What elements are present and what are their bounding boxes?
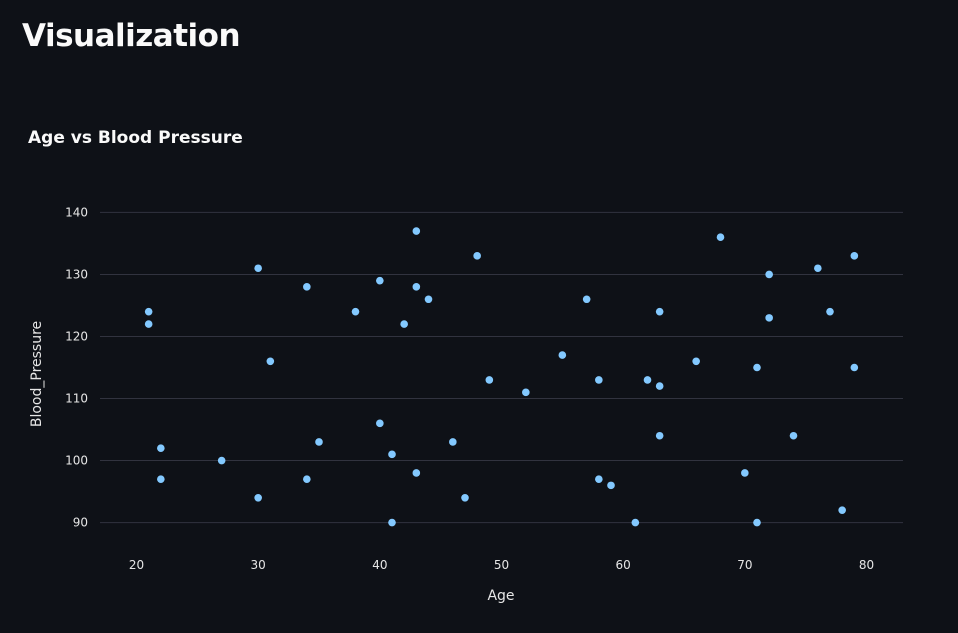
data-point[interactable]	[643, 376, 652, 384]
data-point[interactable]	[753, 518, 761, 527]
y-tick-label: 100	[65, 454, 88, 468]
x-tick-label: 80	[859, 558, 874, 572]
data-point[interactable]	[655, 307, 664, 316]
data-point[interactable]	[376, 276, 384, 285]
data-point[interactable]	[376, 419, 384, 428]
data-point[interactable]	[412, 283, 421, 291]
x-tick-label: 50	[494, 558, 509, 572]
data-point[interactable]	[850, 252, 859, 260]
data-point[interactable]	[424, 295, 433, 304]
x-tick-label: 30	[251, 558, 266, 572]
data-point[interactable]	[631, 518, 640, 527]
y-tick-label: 120	[65, 329, 88, 343]
data-point[interactable]	[266, 357, 275, 366]
data-point[interactable]	[607, 481, 615, 490]
data-point[interactable]	[449, 438, 457, 446]
x-axis-ticks: 20 30 40 50 60 70 80	[129, 558, 874, 572]
data-point[interactable]	[315, 438, 323, 446]
data-point[interactable]	[582, 295, 591, 304]
grid-lines	[100, 211, 903, 524]
data-point[interactable]	[217, 456, 226, 465]
data-point[interactable]	[765, 314, 773, 322]
data-point[interactable]	[388, 518, 396, 527]
scatter-chart[interactable]: Age vs Blood Pressure 90 100 110 120 130 140 …	[0, 110, 958, 633]
data-point[interactable]	[412, 469, 421, 477]
y-tick-label: 90	[73, 516, 88, 530]
data-point[interactable]	[850, 363, 859, 372]
y-tick-label: 130	[65, 267, 88, 281]
data-point[interactable]	[765, 270, 773, 279]
x-tick-label: 70	[737, 558, 752, 572]
data-point[interactable]	[157, 475, 165, 483]
data-point[interactable]	[144, 307, 153, 316]
x-tick-label: 20	[129, 558, 144, 572]
data-point[interactable]	[254, 264, 262, 273]
chart-title: Age vs Blood Pressure	[28, 128, 243, 148]
page-title: Visualization	[22, 18, 241, 54]
chart-svg[interactable]: Age vs Blood Pressure 90100110120130140 …	[0, 110, 958, 633]
data-point[interactable]	[789, 431, 798, 440]
data-point[interactable]	[485, 376, 494, 384]
data-point[interactable]	[303, 475, 311, 483]
data-point[interactable]	[388, 450, 396, 459]
data-point[interactable]	[473, 252, 481, 260]
data-point[interactable]	[655, 431, 664, 440]
data-point[interactable]	[400, 320, 408, 328]
data-point[interactable]	[522, 388, 530, 397]
y-tick-label: 140	[65, 205, 88, 219]
x-tick-label: 40	[372, 558, 387, 572]
data-point[interactable]	[692, 357, 700, 366]
data-point[interactable]	[303, 283, 311, 291]
data-point[interactable]	[412, 227, 421, 235]
data-point[interactable]	[461, 493, 469, 502]
data-point[interactable]	[254, 493, 262, 502]
x-tick-label: 60	[616, 558, 631, 572]
data-point[interactable]	[753, 363, 761, 372]
data-point[interactable]	[157, 444, 165, 452]
data-points[interactable]	[144, 227, 859, 527]
data-point[interactable]	[655, 382, 664, 390]
data-point[interactable]	[716, 233, 725, 242]
y-tick-label: 110	[65, 392, 88, 406]
data-point[interactable]	[838, 506, 846, 514]
data-point[interactable]	[144, 320, 153, 328]
data-point[interactable]	[595, 475, 603, 483]
data-point[interactable]	[741, 469, 749, 477]
y-axis-label: Blood_Pressure	[29, 321, 45, 427]
x-axis-label: Age	[487, 588, 514, 604]
data-point[interactable]	[814, 264, 822, 273]
data-point[interactable]	[558, 351, 567, 359]
data-point[interactable]	[595, 376, 603, 384]
data-point[interactable]	[351, 307, 360, 316]
y-axis-ticks: 90 100 110 120 130 140	[65, 205, 88, 529]
data-point[interactable]	[826, 307, 834, 316]
